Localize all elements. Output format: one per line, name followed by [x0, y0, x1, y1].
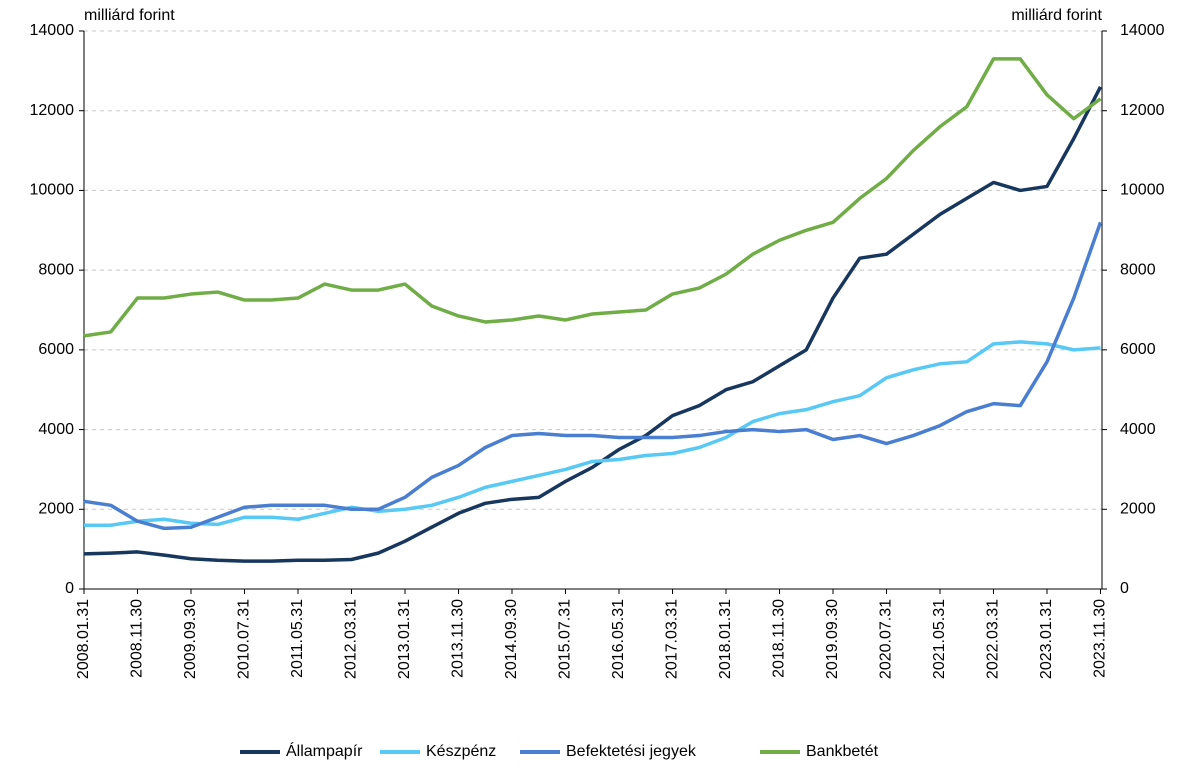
- y-tick-label: 8000: [38, 261, 74, 278]
- x-tick-label: 2010.07.31: [236, 599, 253, 679]
- y2-tick-label: 8000: [1120, 261, 1156, 278]
- y-tick-label: 12000: [30, 102, 75, 119]
- y-tick-label: 6000: [38, 341, 74, 358]
- x-tick-label: 2017.03.31: [664, 599, 681, 679]
- x-tick-label: 2014.09.30: [503, 599, 520, 679]
- y2-tick-label: 14000: [1120, 22, 1165, 39]
- x-tick-label: 2023.01.31: [1038, 599, 1055, 679]
- legend-label: Készpénz: [426, 743, 496, 760]
- legend-label: Bankbetét: [806, 743, 879, 760]
- y2-tick-label: 12000: [1120, 102, 1165, 119]
- y-tick-label: 4000: [38, 421, 74, 438]
- x-tick-label: 2011.05.31: [289, 599, 306, 678]
- y2-axis-label: milliárd forint: [1011, 7, 1102, 24]
- y-tick-label: 2000: [38, 501, 74, 518]
- y2-tick-label: 0: [1120, 580, 1129, 597]
- x-tick-label: 2023.11.30: [1092, 599, 1109, 678]
- x-tick-label: 2018.11.30: [771, 599, 788, 678]
- series-line: [84, 340, 1101, 527]
- x-tick-label: 2021.05.31: [931, 599, 948, 679]
- y-tick-label: 10000: [30, 182, 75, 199]
- series-line: [83, 221, 1103, 531]
- legend-item: Befektetési jegyek: [520, 743, 697, 760]
- x-tick-label: 2009.09.30: [182, 599, 199, 679]
- x-tick-label: 2012.03.31: [343, 599, 360, 679]
- x-tick-label: 2020.07.31: [878, 599, 895, 679]
- legend-item: Bankbetét: [760, 743, 879, 760]
- x-tick-label: 2013.01.31: [396, 599, 413, 679]
- x-tick-label: 2018.01.31: [717, 599, 734, 679]
- legend-item: Készpénz: [380, 743, 496, 760]
- x-tick-label: 2016.05.31: [610, 599, 627, 679]
- y2-tick-label: 10000: [1120, 182, 1165, 199]
- legend-label: Állampapír: [286, 741, 363, 760]
- y-axis-label: milliárd forint: [84, 7, 175, 24]
- series-line: [83, 85, 1103, 563]
- x-tick-label: 2019.09.30: [824, 599, 841, 679]
- y2-tick-label: 4000: [1120, 421, 1156, 438]
- y-tick-label: 14000: [30, 22, 75, 39]
- x-tick-label: 2008.11.30: [129, 599, 146, 678]
- y2-tick-label: 2000: [1120, 501, 1156, 518]
- x-tick-label: 2022.03.31: [985, 599, 1002, 679]
- legend-label: Befektetési jegyek: [566, 743, 697, 760]
- legend-item: Állampapír: [240, 741, 363, 760]
- series-line: [83, 57, 1102, 338]
- y-tick-label: 0: [65, 580, 74, 597]
- x-tick-label: 2013.11.30: [450, 599, 467, 678]
- x-tick-label: 2015.07.31: [557, 599, 574, 679]
- x-tick-label: 2008.01.31: [75, 599, 92, 679]
- y2-tick-label: 6000: [1120, 341, 1156, 358]
